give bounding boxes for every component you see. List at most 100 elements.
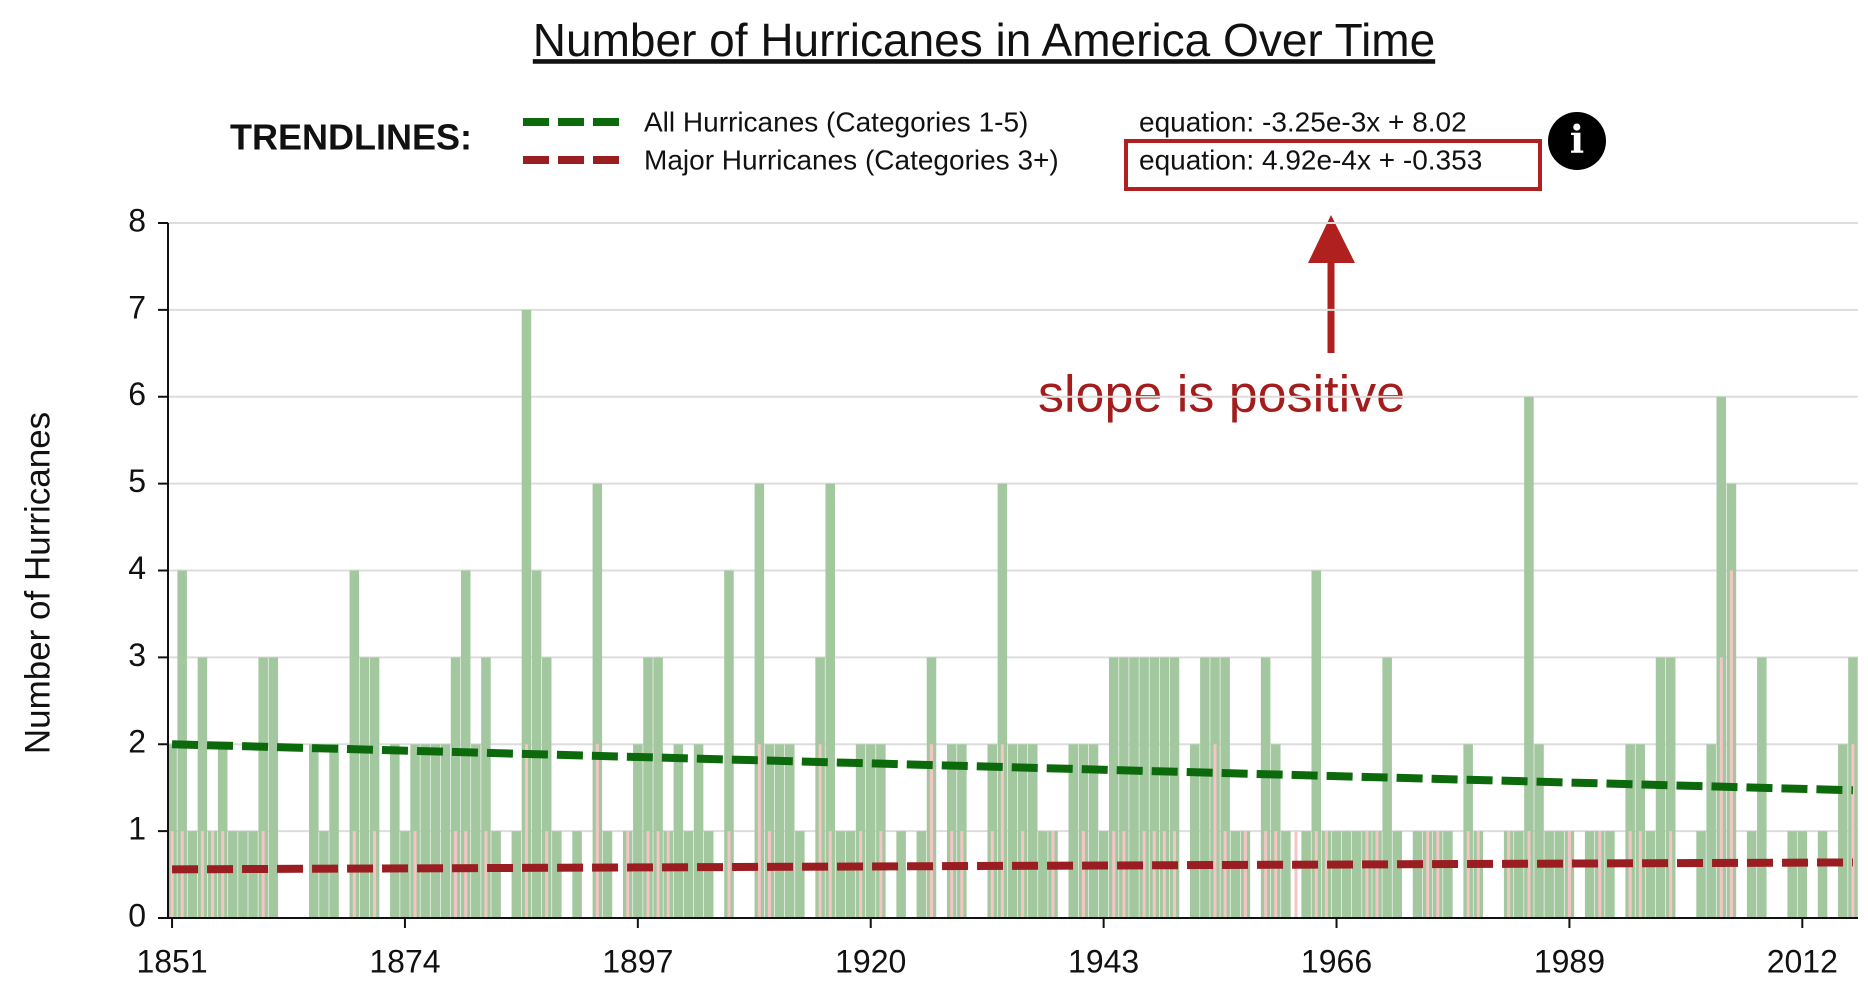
bar [845, 831, 856, 918]
bar [825, 483, 835, 918]
bar [1838, 744, 1848, 918]
bar [450, 657, 461, 918]
bar [795, 831, 805, 918]
y-tick-label: 6 [128, 376, 146, 412]
legend-title: TRENDLINES: [230, 117, 472, 158]
bar [997, 483, 1008, 918]
bar [784, 744, 795, 918]
bar-major [950, 831, 954, 918]
bar [572, 831, 582, 918]
annotation-arrowhead [1308, 215, 1355, 263]
bar [187, 831, 198, 918]
bar-major [1436, 831, 1440, 918]
bar [896, 831, 906, 918]
bar-major [484, 831, 488, 918]
y-tick-label: 0 [128, 897, 146, 933]
bar [440, 744, 451, 918]
bar [633, 744, 643, 918]
bar-major [1051, 831, 1055, 918]
legend-label: Major Hurricanes (Categories 3+) [644, 144, 1059, 175]
bar [319, 831, 329, 918]
bar-major [545, 831, 549, 918]
x-tick-label: 1966 [1301, 943, 1372, 979]
bar [1281, 831, 1291, 918]
bar [1665, 657, 1676, 918]
bar-major [859, 831, 863, 918]
bar [1139, 657, 1149, 918]
bar [258, 657, 268, 918]
bar-major [646, 831, 650, 918]
highlight-box [1124, 139, 1542, 191]
bar [693, 744, 704, 918]
bar [481, 657, 491, 918]
bar [1220, 657, 1230, 918]
bar-major [261, 831, 265, 918]
trendline [172, 858, 1853, 874]
bar [1027, 744, 1038, 918]
bar-major [1628, 831, 1632, 918]
bar [835, 831, 846, 918]
bar [1514, 831, 1524, 918]
bar-major [767, 831, 771, 918]
bar [1068, 744, 1079, 918]
bar [1392, 831, 1403, 918]
y-tick-label: 2 [128, 724, 146, 760]
bar-major [170, 831, 174, 918]
bar-major [1000, 744, 1004, 918]
bar-major [1507, 831, 1511, 918]
bar-major [818, 744, 822, 918]
bar [1149, 657, 1160, 918]
x-tick-label: 1989 [1534, 943, 1605, 979]
bar-major [454, 831, 458, 918]
info-icon-glyph: i [1570, 117, 1584, 162]
bar [653, 657, 663, 918]
bar-major [656, 831, 660, 918]
bar [521, 309, 532, 918]
bar-major [1638, 831, 1642, 918]
bar [228, 831, 238, 918]
bar-major [1527, 831, 1531, 918]
bar-major [1365, 831, 1369, 918]
bar [1159, 657, 1170, 918]
bar [197, 657, 208, 918]
bar-major [1598, 831, 1602, 918]
bar-major [879, 831, 883, 918]
bar [1382, 657, 1392, 918]
bar [1544, 831, 1554, 918]
info-icon[interactable] [1548, 112, 1606, 170]
bar [1129, 657, 1139, 918]
bar-major [595, 744, 599, 918]
bar [1706, 744, 1716, 918]
bar-major [960, 831, 964, 918]
trendline [171, 740, 1854, 795]
bar-major [666, 831, 670, 918]
bar [420, 744, 430, 918]
bar [430, 744, 441, 918]
bar [916, 831, 927, 918]
bar [1007, 744, 1018, 918]
bar [349, 570, 360, 918]
bar-major [1264, 831, 1268, 918]
bar [400, 831, 410, 918]
x-tick-label: 1943 [1068, 943, 1139, 979]
bar-major [352, 831, 356, 918]
y-tick-label: 1 [128, 811, 146, 847]
bar [643, 657, 653, 918]
bar-major [180, 831, 184, 918]
bar [390, 744, 400, 918]
bar [268, 657, 279, 918]
bar-major [990, 831, 994, 918]
bar-major [929, 744, 934, 918]
bar-major [828, 831, 832, 918]
bar-major [1122, 831, 1126, 918]
x-tick-label: 2012 [1767, 943, 1838, 979]
bar [673, 744, 684, 918]
bar-major [211, 831, 215, 918]
bar [1038, 831, 1048, 918]
bar [865, 744, 876, 918]
x-tick-label: 1874 [369, 943, 440, 979]
bar [552, 831, 562, 918]
y-tick-label: 7 [128, 289, 146, 325]
